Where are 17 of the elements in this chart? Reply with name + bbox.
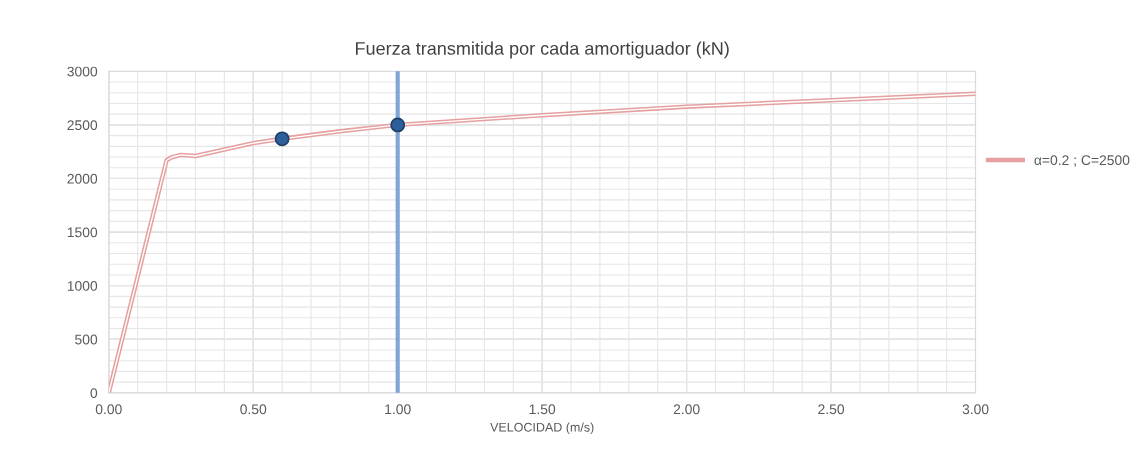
x-tick-label: 2.00 — [673, 404, 700, 415]
x-tick-label: 3.00 — [962, 404, 989, 415]
x-tick-label: 0.00 — [95, 404, 122, 415]
x-tick-label: 2.50 — [818, 404, 845, 415]
y-tick-label: 1000 — [67, 280, 98, 291]
x-tick-label: 1.50 — [529, 404, 556, 415]
legend-label: α=0.2 ; C=2500 — [1034, 155, 1130, 167]
x-axis-title: VELOCIDAD (m/s) — [490, 422, 594, 435]
x-tick-label: 0.50 — [240, 404, 267, 415]
y-tick-label: 500 — [75, 334, 98, 345]
chart-title: Fuerza transmitida por cada amortiguador (kN) — [356, 41, 729, 59]
y-tick-label: 0 — [90, 388, 98, 399]
x-tick-label: 1.00 — [385, 404, 411, 415]
y-tick-label: 2000 — [67, 173, 98, 184]
y-tick-label: 2500 — [67, 120, 98, 131]
y-tick-label: 3000 — [67, 66, 98, 77]
y-tick-label: 1500 — [67, 227, 98, 238]
